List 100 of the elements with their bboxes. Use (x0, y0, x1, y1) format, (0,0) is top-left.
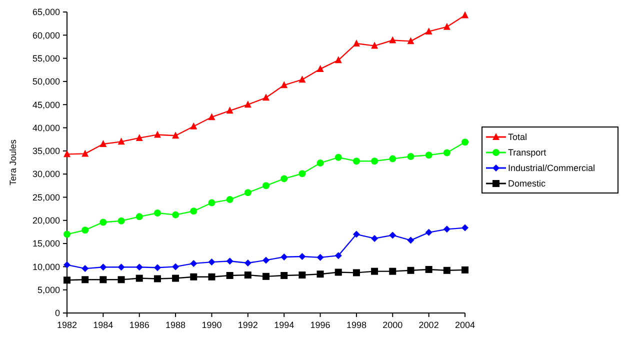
point (190, 273, 198, 280)
x-tick-label: 2004 (454, 320, 476, 330)
x-tick-label: 1994 (274, 320, 294, 330)
point (280, 81, 288, 88)
point (334, 252, 342, 260)
point (244, 100, 252, 108)
y-tick-label: 65,000 (32, 7, 60, 18)
point (118, 138, 125, 145)
point (389, 36, 396, 44)
point (100, 218, 107, 226)
point (100, 264, 107, 271)
point (371, 42, 378, 49)
point (352, 39, 360, 46)
point (262, 256, 270, 264)
point (298, 253, 306, 260)
x-tick-label: 1990 (202, 320, 222, 330)
point (118, 276, 125, 284)
x-tick-label: 1996 (310, 320, 330, 330)
point (64, 150, 70, 158)
point (136, 274, 143, 282)
point (262, 182, 270, 190)
point (298, 76, 306, 83)
point (226, 258, 234, 265)
point (208, 113, 216, 120)
point (244, 189, 252, 196)
point (118, 217, 125, 224)
point (136, 264, 143, 271)
y-tick-label: 50,000 (32, 76, 60, 87)
point (154, 130, 161, 138)
point (172, 263, 180, 270)
point (190, 122, 198, 130)
point (154, 209, 161, 216)
point (244, 259, 252, 266)
point (136, 134, 143, 141)
y-tick-label: 15,000 (32, 238, 60, 249)
x-tick-label: 1998 (346, 320, 366, 330)
point (154, 275, 161, 282)
point (172, 132, 180, 139)
x-tick-label: 1988 (166, 320, 186, 330)
point (371, 234, 378, 242)
y-tick-label: 40,000 (32, 122, 60, 133)
point (190, 260, 198, 267)
point (82, 276, 89, 284)
point (208, 258, 216, 266)
y-tick-label: 35,000 (32, 146, 60, 156)
legend-label: Domestic (508, 178, 546, 189)
point (100, 276, 107, 284)
point (425, 27, 432, 34)
point (389, 155, 396, 162)
point (280, 253, 288, 260)
point (280, 175, 288, 182)
point (352, 158, 360, 165)
point (425, 152, 432, 159)
point (407, 266, 414, 274)
x-tick-label: 1982 (56, 320, 78, 330)
point (462, 224, 468, 232)
y-tick-label: 45,000 (32, 100, 60, 110)
y-axis-title: Tera Joules (8, 138, 18, 186)
point (462, 138, 468, 146)
point (298, 170, 306, 178)
point (443, 226, 450, 233)
point (64, 276, 70, 284)
y-tick-label: 30,000 (32, 169, 60, 180)
point (100, 140, 107, 147)
point (371, 268, 378, 275)
point (262, 94, 270, 101)
point (443, 266, 450, 274)
point (82, 265, 89, 272)
point (389, 232, 396, 239)
point (226, 106, 234, 114)
x-tick-label: 2002 (418, 320, 439, 330)
x-tick-label: 2000 (382, 320, 403, 330)
y-tick-label: 0 (54, 308, 60, 318)
point (316, 254, 324, 261)
point (389, 268, 396, 275)
point (352, 269, 360, 276)
point (425, 228, 432, 236)
y-tick-label: 25,000 (32, 192, 60, 202)
point (280, 272, 288, 279)
point (352, 230, 360, 238)
y-tick-label: 5,000 (37, 284, 60, 295)
point (64, 230, 70, 238)
x-tick-label: 1992 (238, 320, 258, 330)
point (316, 159, 324, 166)
point (208, 273, 216, 280)
point (407, 236, 414, 244)
point (154, 264, 161, 272)
point (462, 11, 468, 18)
point (443, 22, 450, 30)
point (262, 272, 270, 280)
point (334, 56, 342, 64)
y-tick-label: 10,000 (32, 262, 60, 272)
point (407, 37, 414, 44)
point (190, 208, 198, 215)
point (226, 196, 234, 204)
point (316, 270, 324, 278)
point (425, 266, 432, 273)
point (334, 154, 342, 161)
point (462, 266, 468, 274)
point (118, 264, 125, 271)
